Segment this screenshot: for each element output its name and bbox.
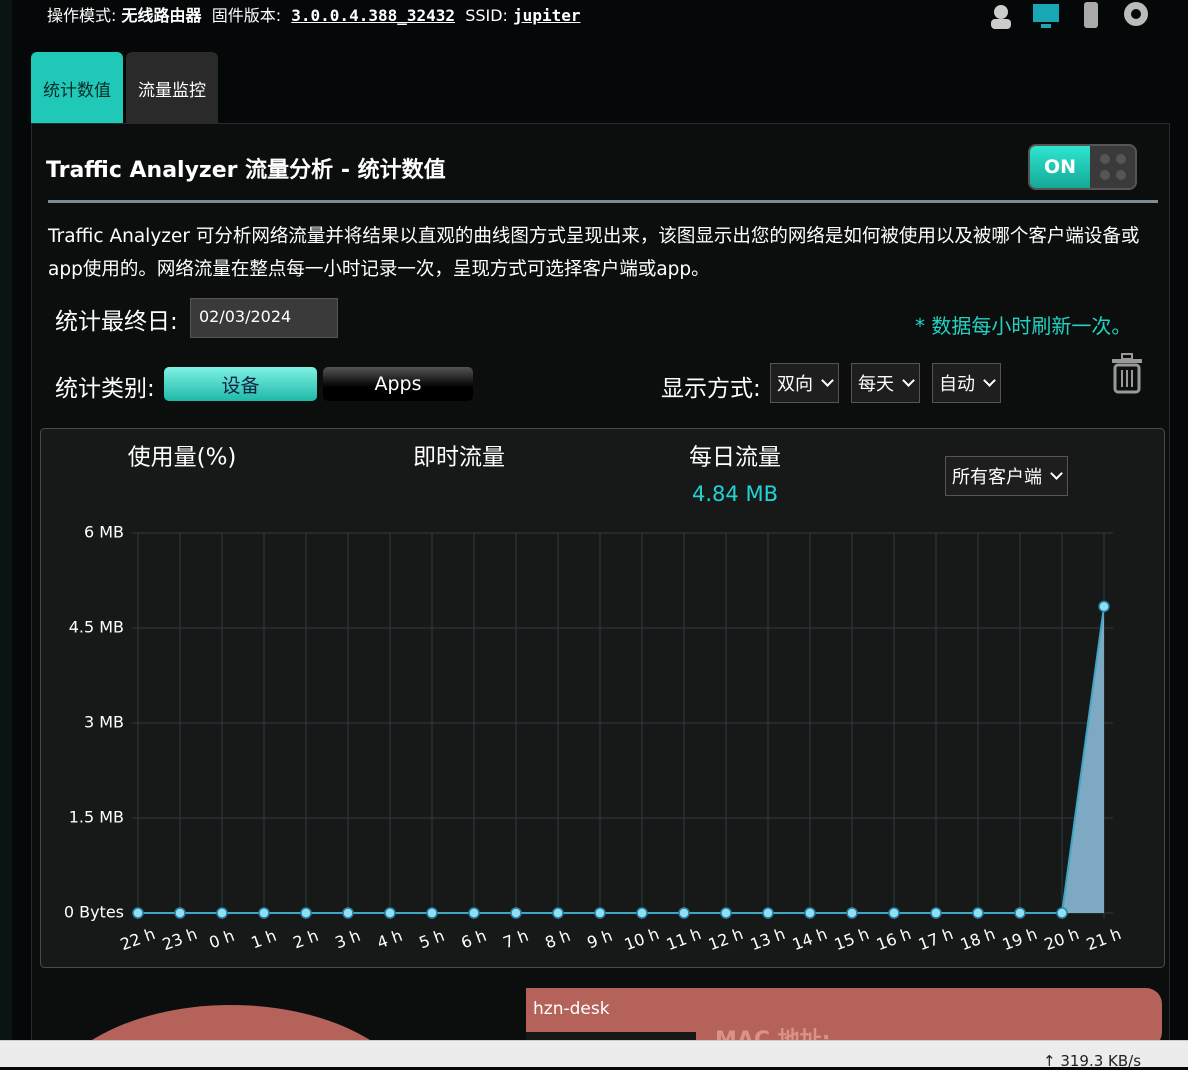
tab[interactable]: 流量监控 xyxy=(126,52,218,123)
select-text: 双向 xyxy=(777,374,813,395)
upload-speed: ↑ 319.3 KB/s xyxy=(1043,1052,1142,1070)
toggle-label: ON xyxy=(1030,146,1090,188)
trash-icon[interactable] xyxy=(1110,353,1144,395)
chart: 使用量(%) 即时流量 每日流量 4.84 MB 0 Bytes 1.5 MB 3 … xyxy=(40,428,1165,968)
type-option-active[interactable]: 设备 xyxy=(164,367,317,401)
data-point xyxy=(762,907,774,919)
firmware[interactable]: 3.0.0.4.388_32432 xyxy=(291,6,456,25)
data-point xyxy=(636,907,648,919)
left-strip xyxy=(0,0,12,1040)
display-select[interactable]: 每天 xyxy=(851,363,920,403)
area-line xyxy=(138,606,1105,914)
data-point xyxy=(552,907,564,919)
chart-frame xyxy=(40,428,1165,968)
usage-header[interactable]: 使用量(%) xyxy=(128,445,237,471)
select-text: 自动 xyxy=(939,374,975,395)
data-point xyxy=(846,907,858,919)
data-point xyxy=(1014,907,1026,919)
data-point xyxy=(342,907,354,919)
description: Traffic Analyzer 可分析网络流量并将结果以直观的曲线图方式呈现出… xyxy=(48,226,1140,280)
y-tick-label: 0 Bytes xyxy=(64,903,124,922)
header-icons xyxy=(991,2,1148,29)
data-point xyxy=(804,907,816,919)
data-point xyxy=(216,907,228,919)
display-label: 显示方式: xyxy=(661,376,761,402)
firmware-label: 固件版本: xyxy=(211,6,282,25)
network-icon[interactable] xyxy=(1033,4,1059,22)
y-tick-label: 4.5 MB xyxy=(69,618,124,637)
data-point xyxy=(132,907,144,919)
display-select[interactable]: 自动 xyxy=(932,363,1001,403)
date-input[interactable]: 02/03/2024 xyxy=(190,298,338,338)
daily-header[interactable]: 每日流量 xyxy=(689,445,781,471)
y-tick-label: 3 MB xyxy=(84,713,124,732)
data-point xyxy=(384,907,396,919)
mode: 无线路由器 xyxy=(121,6,202,25)
data-point xyxy=(1056,907,1068,919)
data-point xyxy=(594,907,606,919)
refresh-note: * 数据每小时刷新一次。 xyxy=(915,314,1132,338)
type-option[interactable]: Apps xyxy=(323,367,473,401)
select-text: 每天 xyxy=(858,374,894,395)
type-label: 统计类别: xyxy=(55,376,155,402)
client-name[interactable]: hzn-desk xyxy=(533,999,610,1019)
display-select[interactable]: 双向 xyxy=(770,363,839,403)
usb-icon[interactable] xyxy=(1084,2,1098,28)
y-tick-label: 6 MB xyxy=(84,523,124,542)
status-bar xyxy=(0,1040,1188,1067)
realtime-header[interactable]: 即时流量 xyxy=(413,445,505,471)
data-point xyxy=(888,907,900,919)
data-point xyxy=(510,907,522,919)
toggle[interactable]: ON xyxy=(1028,144,1137,190)
data-point xyxy=(426,907,438,919)
select-text: 所有客户端 xyxy=(952,467,1042,488)
user-icon[interactable] xyxy=(994,5,1008,19)
title-divider xyxy=(48,200,1158,203)
data-point xyxy=(678,907,690,919)
tab-active[interactable]: 统计数值 xyxy=(31,52,123,123)
data-point xyxy=(300,907,312,919)
panel-title: Traffic Analyzer 流量分析 - 统计数值 xyxy=(46,158,446,183)
data-point xyxy=(930,907,942,919)
data-point xyxy=(258,907,270,919)
y-tick-label: 1.5 MB xyxy=(69,808,124,827)
data-point xyxy=(972,907,984,919)
date-label: 统计最终日: xyxy=(55,309,178,335)
header: 操作模式: 无线路由器 固件版本: 3.0.0.4.388_32432 SSID… xyxy=(47,2,580,26)
ssid[interactable]: jupiter xyxy=(513,6,581,25)
ssid-label: SSID: xyxy=(465,6,508,25)
mode-label: 操作模式: xyxy=(47,6,117,25)
data-point xyxy=(468,907,480,919)
data-point xyxy=(720,907,732,919)
bottom-decor xyxy=(92,988,1162,1040)
data-point xyxy=(174,907,186,919)
data-point xyxy=(1098,600,1110,613)
daily-value: 4.84 MB xyxy=(692,482,778,506)
client-select[interactable]: 所有客户端 xyxy=(945,456,1068,496)
